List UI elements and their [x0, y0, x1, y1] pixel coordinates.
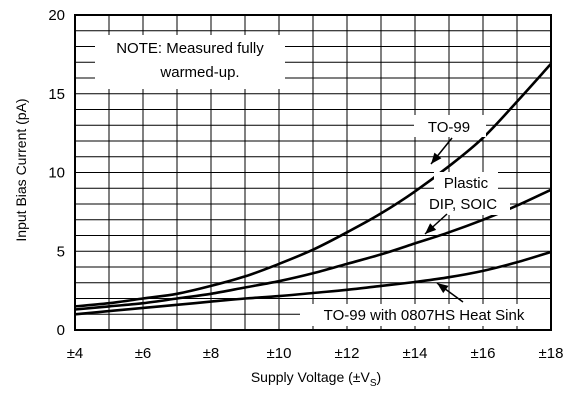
- series-line-to99: [74, 62, 552, 308]
- callout-box-dip-soic: [416, 193, 510, 215]
- x-tick-label: ±6: [135, 345, 152, 362]
- x-tick-label: ±8: [203, 345, 220, 362]
- series-line-to99-heat-sink: [74, 250, 552, 316]
- callout-box-plastic: [434, 172, 498, 194]
- y-axis-title: Input Bias Current (pA): [13, 98, 29, 241]
- x-axis-title-close: ): [376, 369, 381, 385]
- y-tick-label: 5: [57, 243, 65, 260]
- series-curves: [74, 62, 552, 316]
- x-axis-title-subscript: S: [370, 378, 377, 389]
- x-tick-label: ±10: [267, 345, 292, 362]
- y-tick-labels: 0 5 10 15 20: [48, 7, 65, 339]
- callout-arrow-to99-head: [431, 152, 442, 164]
- x-tick-labels: ±4 ±6 ±8 ±10 ±12 ±14 ±16 ±18: [67, 345, 564, 362]
- y-tick-label: 15: [48, 86, 65, 103]
- series-line-plastic-dip-soic: [74, 188, 552, 311]
- callout-label-dip-soic: DIP, SOIC: [429, 196, 497, 213]
- x-axis-title: Supply Voltage (±VS): [251, 369, 381, 389]
- y-tick-label: 0: [57, 322, 65, 339]
- x-tick-label: ±18: [539, 345, 564, 362]
- callout-label-to99: TO-99: [428, 119, 470, 136]
- callout-arrow-heatsink-head: [437, 283, 449, 294]
- y-tick-label: 20: [48, 7, 65, 24]
- callout-label-heatsink: TO-99 with 0807HS Heat Sink: [324, 307, 525, 324]
- callout-label-plastic: Plastic: [444, 175, 489, 192]
- callout-box-to99: [414, 115, 486, 137]
- note-line-2: warmed-up.: [159, 64, 239, 81]
- note-line-1: NOTE: Measured fully: [116, 40, 264, 57]
- note-box: [95, 35, 285, 89]
- x-tick-label: ±4: [67, 345, 84, 362]
- callout-box-heatsink: [300, 304, 550, 326]
- x-tick-label: ±14: [403, 345, 428, 362]
- x-tick-label: ±16: [471, 345, 496, 362]
- x-tick-label: ±12: [335, 345, 360, 362]
- callout-arrow-plastic-head: [425, 223, 437, 234]
- y-tick-label: 10: [48, 165, 65, 182]
- label-boxes: NOTE: Measured fully warmed-up. TO-99 Plast…: [95, 35, 550, 326]
- plot-frame: [74, 14, 552, 331]
